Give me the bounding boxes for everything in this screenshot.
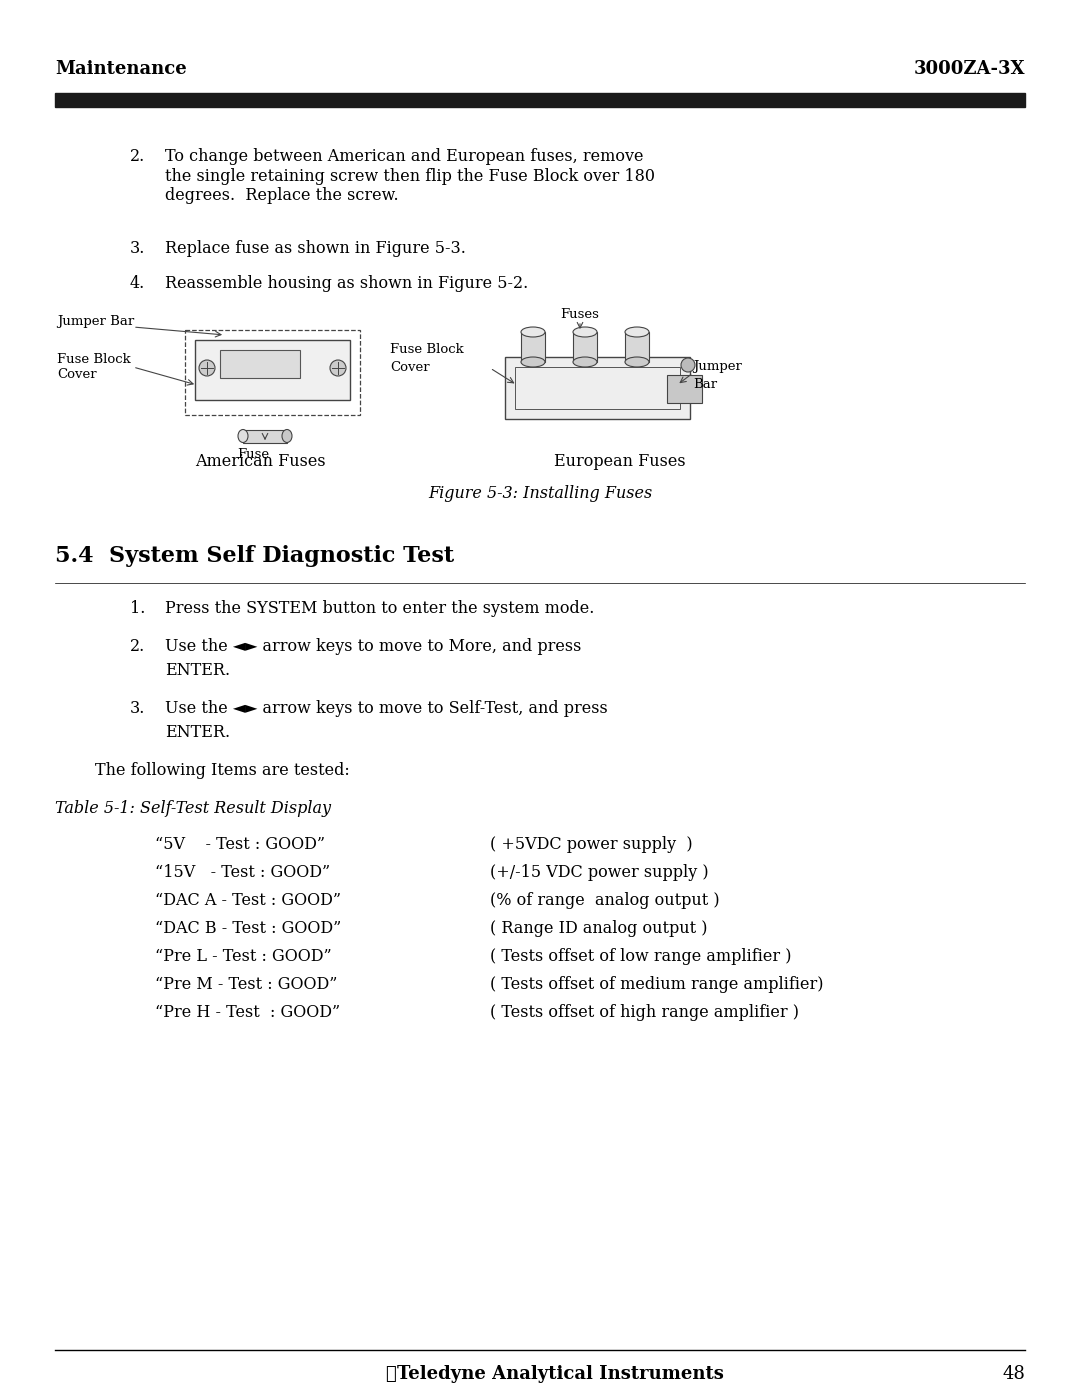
Bar (185, 330, 360, 415)
Text: Use the ◄► arrow keys to move to More, and press: Use the ◄► arrow keys to move to More, a… (165, 638, 581, 655)
Ellipse shape (573, 358, 597, 367)
Bar (55, 94, 1025, 108)
Text: “Pre M - Test : GOOD”: “Pre M - Test : GOOD” (156, 977, 337, 993)
Bar (243, 430, 287, 443)
Text: 5.4  System Self Diagnostic Test: 5.4 System Self Diagnostic Test (55, 545, 454, 567)
Text: Maintenance: Maintenance (55, 60, 187, 78)
Ellipse shape (625, 358, 649, 367)
Text: Table 5-1: Self-Test Result Display: Table 5-1: Self-Test Result Display (55, 800, 330, 817)
Text: 1.: 1. (130, 599, 146, 617)
Text: ENTER.: ENTER. (165, 662, 230, 679)
Text: ENTER.: ENTER. (165, 724, 230, 740)
Text: To change between American and European fuses, remove
the single retaining screw: To change between American and European … (165, 148, 654, 204)
Text: Cover: Cover (390, 360, 430, 374)
Bar (505, 358, 690, 419)
Text: Fuses: Fuses (561, 307, 599, 321)
Text: (+/-15 VDC power supply ): (+/-15 VDC power supply ) (490, 863, 708, 882)
Text: Jumper Bar: Jumper Bar (57, 314, 134, 328)
Text: Reassemble housing as shown in Figure 5-2.: Reassemble housing as shown in Figure 5-… (165, 275, 528, 292)
Text: “Pre L - Test : GOOD”: “Pre L - Test : GOOD” (156, 949, 332, 965)
Text: 2.: 2. (130, 148, 145, 165)
Ellipse shape (199, 360, 215, 376)
Text: ( Tests offset of medium range amplifier): ( Tests offset of medium range amplifier… (490, 977, 824, 993)
Text: ( +5VDC power supply  ): ( +5VDC power supply ) (490, 835, 692, 854)
Text: 3.: 3. (130, 240, 146, 257)
Text: Press the SYSTEM button to enter the system mode.: Press the SYSTEM button to enter the sys… (165, 599, 594, 617)
Text: Fuse Block
Cover: Fuse Block Cover (57, 353, 131, 381)
Text: ( Range ID analog output ): ( Range ID analog output ) (490, 921, 707, 937)
Text: Jumper: Jumper (693, 360, 742, 373)
Text: “DAC B - Test : GOOD”: “DAC B - Test : GOOD” (156, 921, 341, 937)
Bar (667, 374, 702, 402)
Bar (521, 332, 545, 362)
Text: ( Tests offset of low range amplifier ): ( Tests offset of low range amplifier ) (490, 949, 792, 965)
Text: 2.: 2. (130, 638, 145, 655)
Text: “5V    - Test : GOOD”: “5V - Test : GOOD” (156, 835, 325, 854)
Bar (220, 351, 300, 379)
Ellipse shape (282, 429, 292, 443)
Ellipse shape (330, 360, 346, 376)
Text: (% of range  analog output ): (% of range analog output ) (490, 893, 719, 909)
Text: Fuse: Fuse (237, 448, 269, 461)
Text: “Pre H - Test  : GOOD”: “Pre H - Test : GOOD” (156, 1004, 340, 1021)
Text: 48: 48 (1002, 1365, 1025, 1383)
Text: “DAC A - Test : GOOD”: “DAC A - Test : GOOD” (156, 893, 341, 909)
Text: ( Tests offset of high range amplifier ): ( Tests offset of high range amplifier ) (490, 1004, 799, 1021)
Bar (515, 367, 680, 409)
Text: 3.: 3. (130, 700, 146, 717)
Ellipse shape (625, 327, 649, 337)
Text: Figure 5-3: Installing Fuses: Figure 5-3: Installing Fuses (428, 485, 652, 502)
Text: Bar: Bar (693, 379, 717, 391)
Bar (625, 332, 649, 362)
Bar (573, 332, 597, 362)
Text: Teledyne Analytical Instruments: Teledyne Analytical Instruments (396, 1365, 724, 1383)
Ellipse shape (573, 327, 597, 337)
Ellipse shape (521, 327, 545, 337)
Text: American Fuses: American Fuses (194, 453, 325, 469)
Text: Replace fuse as shown in Figure 5-3.: Replace fuse as shown in Figure 5-3. (165, 240, 465, 257)
Text: 4.: 4. (130, 275, 145, 292)
Bar (195, 339, 350, 400)
Text: 3000ZA-3X: 3000ZA-3X (914, 60, 1025, 78)
Text: “15V   - Test : GOOD”: “15V - Test : GOOD” (156, 863, 330, 882)
Text: Fuse Block: Fuse Block (390, 344, 463, 356)
Text: The following Items are tested:: The following Items are tested: (95, 761, 350, 780)
Text: Use the ◄► arrow keys to move to Self-Test, and press: Use the ◄► arrow keys to move to Self-Te… (165, 700, 608, 717)
Text: ✈: ✈ (384, 1365, 395, 1383)
Ellipse shape (521, 358, 545, 367)
Text: European Fuses: European Fuses (554, 453, 686, 469)
Ellipse shape (238, 429, 248, 443)
Ellipse shape (681, 358, 696, 372)
